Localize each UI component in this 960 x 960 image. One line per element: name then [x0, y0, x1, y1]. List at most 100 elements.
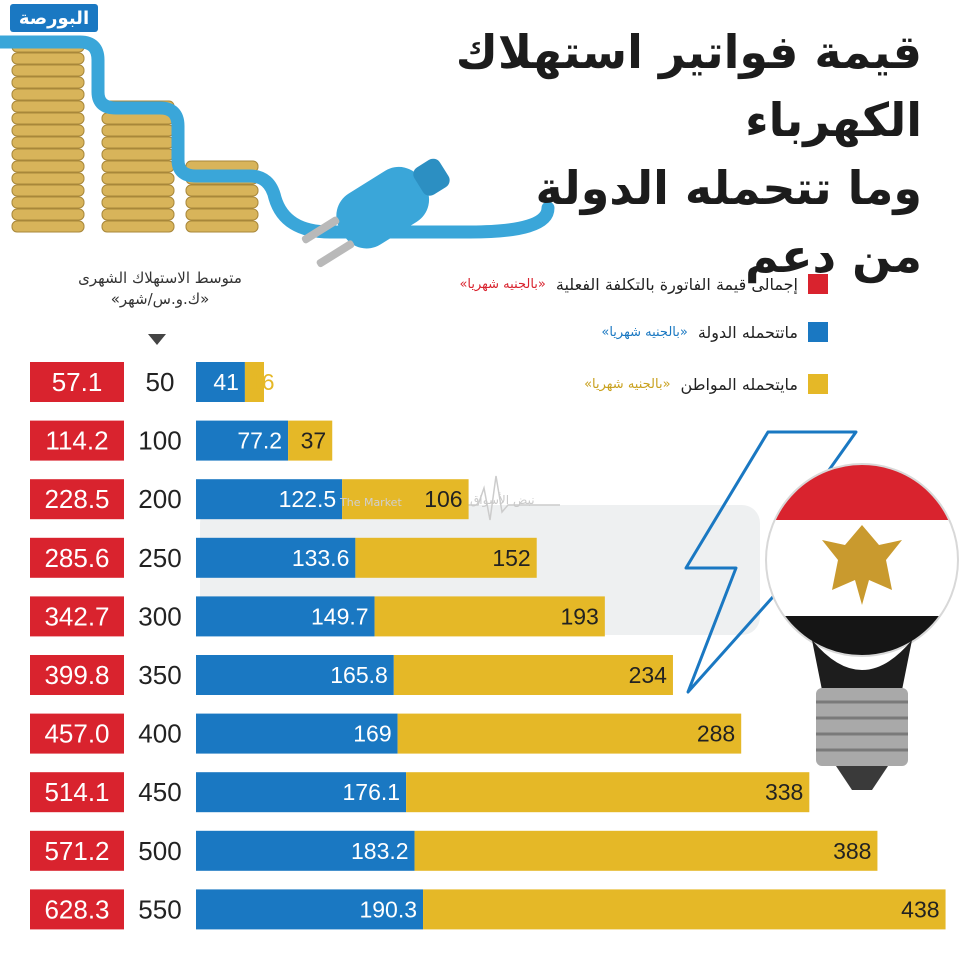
stacked-bar-chart: 57.1 50 41 16 114.2 100 77.2 37 228.5 200 122.5 106…: [30, 362, 946, 930]
coin: [11, 52, 85, 65]
state-share-bar: [196, 596, 375, 637]
total-cost-label: 571.2: [44, 836, 109, 866]
total-cost-box: [30, 420, 124, 461]
legend-label: ماتتحمله الدولة: [697, 322, 798, 342]
coin: [11, 184, 85, 197]
coin: [11, 100, 85, 113]
consumption-tick-label: 250: [138, 543, 181, 573]
citizen-share-label: 388: [833, 838, 871, 864]
total-cost-box: [30, 655, 124, 695]
state-share-bar: [196, 537, 356, 578]
eagle-emblem-icon: [822, 525, 902, 605]
brand-logo: البورصة: [10, 4, 98, 32]
total-cost-box: [30, 479, 124, 520]
column-header-unit: «ك.و.س/شهر»: [110, 290, 210, 308]
consumption-tick-label: 100: [138, 426, 181, 456]
total-cost-box: [30, 713, 124, 754]
page-title: قيمة فواتير استهلاك الكهرباء وما تتحمله …: [362, 18, 922, 290]
citizen-share-bar: [414, 830, 878, 871]
citizen-share-bar: [423, 889, 946, 930]
total-cost-box: [30, 830, 124, 871]
lightning-bolt-icon: [684, 430, 858, 694]
citizen-share-label: 234: [629, 662, 668, 688]
legend-unit: «بالجنيه شهريا»: [584, 376, 671, 392]
citizen-share-label: 16: [249, 369, 275, 395]
coin: [11, 124, 85, 137]
consumption-tick-label: 400: [138, 719, 181, 749]
lightbulb-egypt-flag-illustration: [765, 463, 959, 790]
coin: [101, 136, 175, 149]
coin: [11, 64, 85, 77]
state-share-label: 77.2: [237, 428, 282, 454]
power-plug-icon: [301, 158, 450, 268]
citizen-share-bar: [393, 655, 673, 695]
total-cost-label: 399.8: [44, 660, 109, 690]
coin: [11, 220, 85, 233]
citizen-share-label: 338: [765, 779, 803, 805]
coin: [101, 148, 175, 161]
down-arrow-icon: [148, 334, 166, 345]
state-share-bar: [196, 713, 398, 754]
citizen-share-bar: [244, 362, 265, 402]
brand-logo-text: البورصة: [18, 7, 90, 29]
state-share-label: 176.1: [343, 779, 401, 805]
total-cost-label: 628.3: [44, 894, 109, 924]
coin: [185, 184, 259, 197]
citizen-share-label: 288: [697, 721, 735, 747]
coin: [101, 160, 175, 173]
coin: [11, 160, 85, 173]
coin: [101, 196, 175, 209]
title-line-2: وما تتحمله الدولة: [535, 161, 922, 215]
coin: [11, 112, 85, 125]
coin-stack-tall: [11, 40, 85, 233]
state-share-bar: [196, 362, 245, 402]
coin: [11, 196, 85, 209]
watermark-subtitle: The Market: [340, 496, 402, 509]
state-share-bar: [196, 830, 415, 871]
total-cost-label: 457.0: [44, 719, 109, 749]
state-share-label: 190.3: [359, 896, 417, 922]
state-share-label: 41: [213, 369, 239, 395]
coin: [11, 88, 85, 101]
consumption-tick-label: 50: [146, 367, 175, 397]
citizen-share-label: 152: [492, 545, 530, 571]
coin: [11, 76, 85, 89]
total-cost-label: 228.5: [44, 484, 109, 514]
citizen-share-label: 106: [424, 486, 462, 512]
legend-unit: «بالجنيه شهريا»: [601, 324, 688, 340]
coin: [185, 196, 259, 209]
legend-item-citizen: مايتحمله المواطن «بالجنيه شهريا»: [584, 374, 828, 394]
title-line-3: من دعم: [745, 229, 922, 283]
coin: [11, 136, 85, 149]
consumption-tick-label: 350: [138, 660, 181, 690]
state-share-label: 183.2: [351, 838, 409, 864]
consumption-column-header: متوسط الاستهلاك الشهرى «ك.و.س/شهر»: [40, 268, 280, 310]
consumption-tick-label: 550: [138, 894, 181, 924]
citizen-share-bar: [342, 479, 469, 520]
coin-stack-medium: [101, 100, 175, 233]
consumption-tick-label: 300: [138, 601, 181, 631]
citizen-share-bar: [406, 772, 810, 813]
state-share-bar: [196, 420, 289, 461]
total-cost-label: 57.1: [52, 367, 103, 397]
state-share-bar: [196, 772, 407, 813]
total-cost-box: [30, 596, 124, 637]
legend-label: مايتحمله المواطن: [680, 374, 798, 394]
state-share-label: 149.7: [311, 603, 369, 629]
state-share-bar: [196, 889, 424, 930]
watermark-ticker: نبض الأسواق: [470, 493, 535, 507]
citizen-share-label: 438: [901, 896, 939, 922]
coin: [185, 220, 259, 233]
legend-item-state: ماتتحمله الدولة «بالجنيه شهريا»: [601, 322, 828, 342]
citizen-share-label: 37: [301, 428, 327, 454]
citizen-share-bar: [288, 420, 333, 461]
total-cost-label: 342.7: [44, 601, 109, 631]
total-cost-label: 514.1: [44, 777, 109, 807]
coin: [11, 148, 85, 161]
state-share-label: 169: [353, 721, 391, 747]
legend-swatch-blue: [808, 322, 828, 342]
coin: [101, 172, 175, 185]
total-cost-box: [30, 362, 124, 402]
legend-label: إجمالى قيمة الفاتورة بالتكلفة الفعلية: [555, 274, 798, 294]
total-cost-box: [30, 772, 124, 813]
